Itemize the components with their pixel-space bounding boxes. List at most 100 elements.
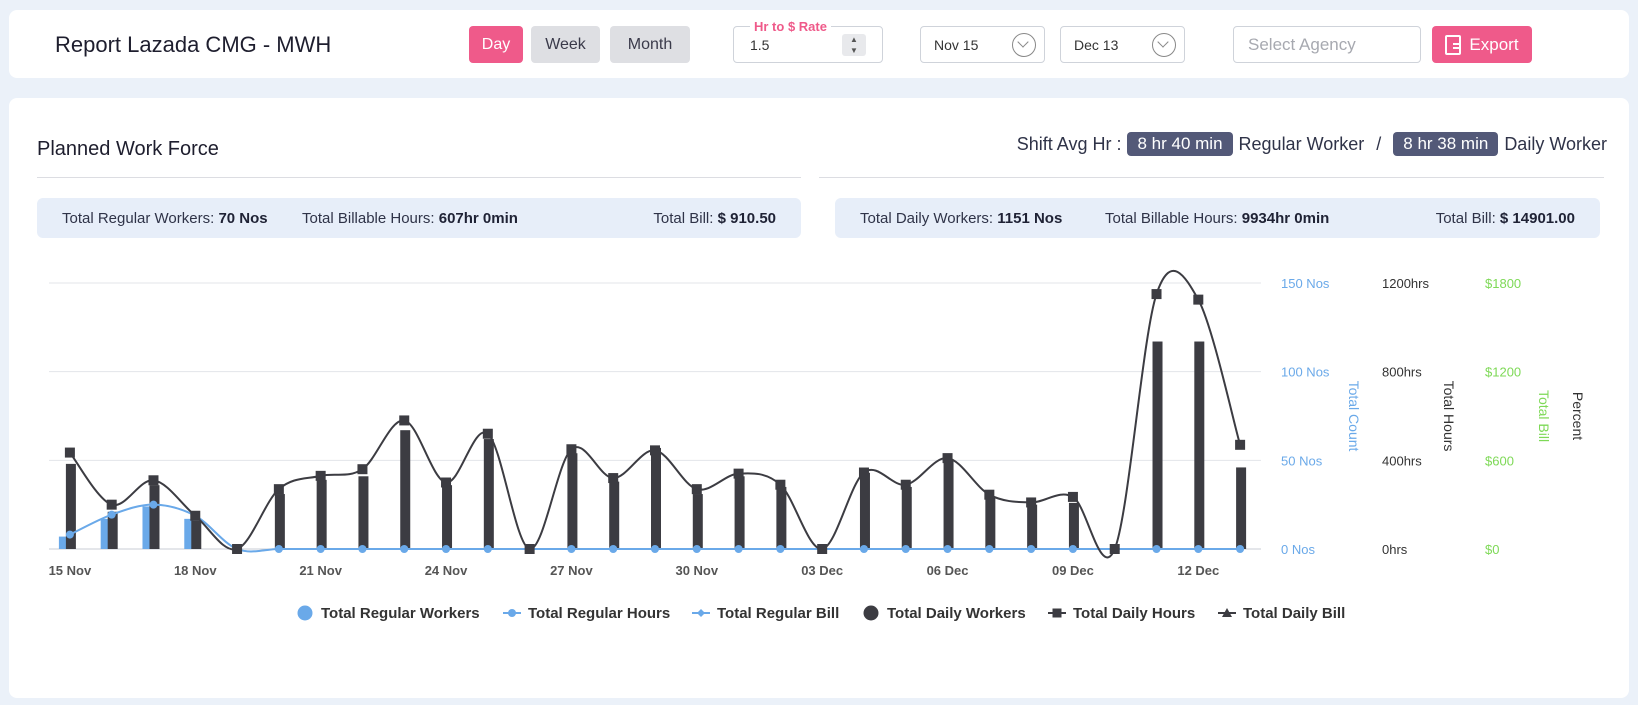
count-axis-title: Total Count	[1346, 381, 1362, 452]
daily-shift-badge: 8 hr 38 min	[1393, 132, 1499, 156]
panel-title: Planned Work Force	[37, 138, 219, 160]
hours-axis-tick: 1200hrs	[1382, 276, 1429, 291]
daily-hours-stat: Total Billable Hours: 9934hr 0min	[1105, 210, 1330, 227]
rate-input[interactable]: Hr to $ Rate 1.5 ▲ ▼	[733, 19, 883, 63]
export-button[interactable]: Export	[1432, 26, 1532, 63]
daily-workers-bar	[1194, 341, 1205, 549]
daily-workers-bar	[358, 476, 369, 549]
daily-hours-point	[64, 447, 75, 458]
daily-hours-point	[1109, 544, 1120, 554]
top-toolbar: Report Lazada CMG - MWH Day Week Month H…	[9, 10, 1629, 78]
x-axis-tick: 03 Dec	[801, 563, 843, 578]
daily-hours-point	[232, 544, 243, 554]
stepper-down-icon[interactable]: ▼	[850, 46, 858, 55]
daily-hours-point	[441, 477, 452, 488]
daily-hours-point	[357, 464, 368, 475]
daily-hours-point	[106, 499, 117, 510]
daily-bill-stat: Total Bill: $ 14901.00	[1435, 210, 1575, 227]
x-axis-tick: 06 Dec	[927, 563, 969, 578]
count-axis-tick: 0 Nos	[1281, 542, 1315, 557]
regular-hours-point	[985, 545, 994, 553]
chevron-down-icon[interactable]	[1152, 33, 1176, 57]
regular-hours-point	[400, 545, 409, 553]
regular-hours-point	[1068, 545, 1077, 553]
daily-hours-point	[148, 475, 159, 486]
daily-hours-point	[566, 444, 577, 455]
stepper-up-icon[interactable]: ▲	[850, 35, 858, 44]
x-axis-tick: 24 Nov	[425, 563, 468, 578]
daily-workers-bar	[943, 460, 954, 549]
regular-hours-point	[1027, 545, 1036, 553]
x-axis-tick: 27 Nov	[550, 563, 593, 578]
daily-workers-bar	[567, 453, 578, 549]
daily-stats: Total Daily Workers: 1151 Nos Total Bill…	[835, 198, 1600, 238]
regular-hours-point	[65, 530, 74, 539]
agency-input[interactable]	[1233, 26, 1421, 63]
daily-workers-bar	[1152, 341, 1163, 549]
date-to-select[interactable]: Dec 13	[1060, 26, 1185, 63]
daily-workers-bar	[107, 511, 118, 549]
daily-workers-bar	[776, 486, 787, 549]
bill-axis-tick: $0	[1485, 542, 1499, 557]
count-axis-tick: 100 Nos	[1281, 365, 1330, 380]
daily-hours-point	[399, 415, 410, 426]
daily-workers-bar	[442, 485, 453, 549]
daily-workers-bar	[1068, 502, 1079, 549]
regular-hours-point	[943, 545, 952, 553]
date-from-select[interactable]: Nov 15	[920, 26, 1045, 63]
shift-average: Shift Avg Hr : 8 hr 40 min Regular Worke…	[9, 132, 1629, 156]
export-icon	[1445, 34, 1462, 55]
hours-axis-tick: 0hrs	[1382, 542, 1408, 557]
daily-workers-bar	[1027, 504, 1038, 549]
count-axis-tick: 50 Nos	[1281, 453, 1323, 468]
month-button[interactable]: Month	[610, 26, 690, 63]
daily-hours-point	[942, 453, 953, 464]
legend-marker	[697, 609, 705, 617]
regular-workers-bar	[184, 518, 194, 549]
regular-hours-point	[651, 545, 659, 553]
daily-hours-point	[608, 473, 619, 484]
regular-workers-bar	[100, 518, 110, 549]
regular-hours-point	[859, 545, 868, 553]
daily-workers-bar	[274, 494, 285, 549]
regular-hours-point	[442, 545, 451, 553]
daily-workers-stat: Total Daily Workers: 1151 Nos	[860, 210, 1063, 227]
daily-hours-point	[1067, 491, 1078, 502]
daily-hours-point	[1235, 439, 1246, 450]
daily-hours-point	[691, 484, 702, 495]
daily-hours-point	[733, 468, 744, 479]
regular-workers-stat: Total Regular Workers: 70 Nos	[62, 210, 268, 227]
daily-hours-point	[524, 544, 535, 554]
daily-workers-bar	[191, 520, 202, 549]
date-from-value: Nov 15	[934, 37, 979, 53]
x-axis-tick: 30 Nov	[675, 563, 718, 578]
regular-hours-point	[1194, 545, 1203, 553]
daily-workers-bar	[1236, 467, 1247, 549]
chevron-down-icon[interactable]	[1012, 33, 1036, 57]
regular-hours-point	[483, 545, 492, 553]
rate-label: Hr to $ Rate	[750, 19, 831, 34]
legend-label: Total Regular Workers	[321, 605, 480, 622]
legend-label: Total Daily Workers	[887, 605, 1026, 622]
hours-axis-tick: 400hrs	[1382, 453, 1422, 468]
legend-marker	[1222, 608, 1232, 617]
bill-axis-tick: $600	[1485, 453, 1514, 468]
day-button[interactable]: Day	[469, 26, 523, 63]
rate-stepper[interactable]: ▲ ▼	[842, 34, 866, 56]
x-axis-tick: 09 Dec	[1052, 563, 1094, 578]
regular-hours-point	[776, 545, 785, 553]
regular-workers-bar	[58, 536, 68, 549]
week-button[interactable]: Week	[531, 26, 600, 63]
daily-hours-point	[900, 479, 911, 490]
rate-value[interactable]: 1.5	[750, 37, 770, 53]
daily-hours-point	[190, 510, 201, 521]
divider	[819, 177, 1604, 178]
regular-hours-point	[149, 500, 158, 509]
legend-label: Total Daily Bill	[1243, 605, 1345, 622]
daily-workers-bar	[609, 481, 620, 549]
count-axis-tick: 150 Nos	[1281, 276, 1330, 291]
daily-hours-point	[482, 428, 493, 439]
daily-hours-point	[273, 484, 284, 495]
legend-marker	[863, 605, 879, 621]
hours-axis-tick: 800hrs	[1382, 365, 1422, 380]
